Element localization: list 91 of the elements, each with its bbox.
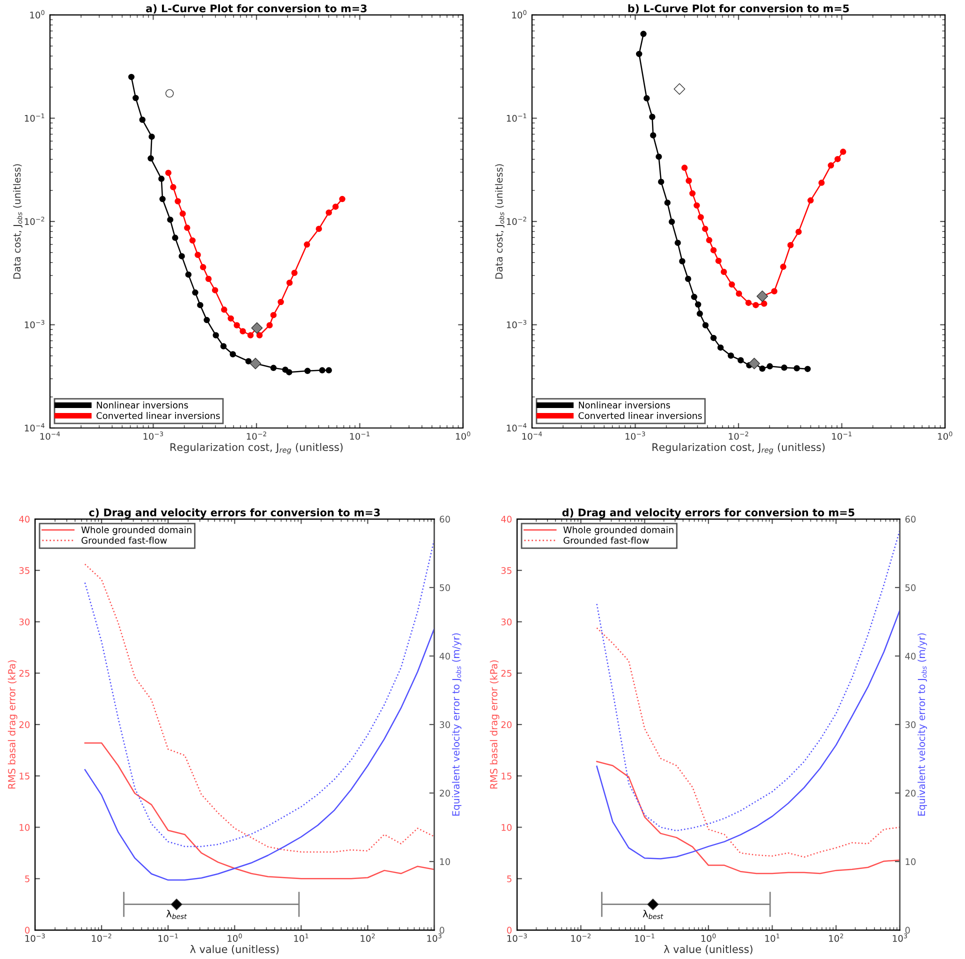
y-tick-label: 30 <box>501 618 512 626</box>
y-tick-label: 10$^{0}$ <box>512 10 526 18</box>
annotation: λ$_{best}$ <box>642 910 664 919</box>
chart-title: c) Drag and velocity errors for conversion to m=3 <box>89 508 380 518</box>
x-tick-label: 10$^{2}$ <box>829 934 844 942</box>
y-tick-label: 0 <box>25 926 30 934</box>
y2-tick-label: 50 <box>440 584 450 592</box>
y-tick-label: 20 <box>501 721 512 728</box>
y2-tick-label: 10 <box>906 858 916 866</box>
legend-label: Grounded fast-flow <box>564 536 649 544</box>
y2-tick-label: 60 <box>905 516 916 523</box>
y-tick-label: 10 <box>20 824 30 831</box>
y2-tick-label: 0 <box>905 926 910 934</box>
y-axis-title: RMS basal drag error (kPa) <box>490 660 500 789</box>
legend-label: Whole grounded domain <box>563 526 674 535</box>
y2-tick-label: 20 <box>440 790 450 797</box>
y-tick-label: 10$^{−3}$ <box>506 320 526 328</box>
y-tick-label: 10 <box>502 824 512 831</box>
legend-label: Grounded fast-flow <box>82 536 167 544</box>
x-tick-label: 10$^{0}$ <box>456 432 470 440</box>
y-axis-title: RMS basal drag error (kPa) <box>8 660 18 789</box>
y-tick-label: 10$^{−1}$ <box>24 114 44 122</box>
y-tick-label: 0 <box>507 926 512 934</box>
x-tick-label: 10$^{−4}$ <box>522 432 542 440</box>
legend-label: Converted linear inversions <box>578 412 702 420</box>
y-tick-label: 10$^{−1}$ <box>506 114 526 122</box>
x-tick-label: 10$^{0}$ <box>228 934 242 942</box>
y-tick-label: 40 <box>19 516 30 523</box>
y-tick-label: 10$^{−4}$ <box>506 423 526 432</box>
y2-tick-label: 10 <box>440 858 450 866</box>
legend-label: Nonlinear inversions <box>578 402 670 408</box>
y-axis-title: Data cost, J$_{obs}$ (unitless) <box>13 164 22 279</box>
y-tick-label: 10$^{−3}$ <box>24 320 44 328</box>
x-tick-label: 10$^{3}$ <box>427 934 442 942</box>
x-tick-label: 10$^{−2}$ <box>728 432 748 440</box>
y-tick-label: 15 <box>20 772 30 780</box>
x-axis-title: λ value (unitless) <box>190 945 279 954</box>
legend-label: Converted linear inversions <box>96 412 220 420</box>
y-tick-label: 5 <box>25 876 30 882</box>
x-tick-label: 10$^{−2}$ <box>92 934 112 942</box>
x-tick-label: 10$^{−1}$ <box>635 934 654 942</box>
chart-title: b) L-Curve Plot for conversion to m=5 <box>628 4 849 14</box>
y-tick-label: 40 <box>501 516 512 523</box>
y-tick-label: 10$^{0}$ <box>30 10 44 18</box>
y-tick-label: 30 <box>19 618 30 626</box>
x-tick-label: 10$^{1}$ <box>294 934 308 942</box>
y2-tick-label: 60 <box>440 516 450 523</box>
line-series <box>596 760 900 874</box>
y-tick-label: 20 <box>19 721 30 728</box>
x-axis-title: Regularization cost, J$_{reg}$ (unitless) <box>652 442 825 454</box>
chart-title: d) Drag and velocity errors for conversion to m=5 <box>562 508 854 518</box>
y-tick-label: 10$^{−4}$ <box>24 423 44 432</box>
legend-label: Whole grounded domain <box>81 526 192 535</box>
x-tick-label: 10$^{−2}$ <box>246 432 266 440</box>
y-tick-label: 35 <box>501 567 512 574</box>
x-tick-label: 10$^{0}$ <box>702 934 716 942</box>
x-tick-label: 10$^{3}$ <box>892 934 908 942</box>
y2-axis-title: Equivalent velocity error to J$_{obs}$ (m/yr) <box>918 633 928 816</box>
x-tick-label: 10$^{−3}$ <box>144 432 164 440</box>
chart-title: a) L-Curve Plot for conversion to m=3 <box>146 4 367 14</box>
y2-tick-label: 30 <box>440 721 450 728</box>
x-tick-label: 10$^{2}$ <box>360 934 375 942</box>
y-tick-label: 5 <box>507 876 512 882</box>
y-tick-label: 10$^{−2}$ <box>506 216 526 225</box>
x-tick-label: 10$^{0}$ <box>938 432 952 440</box>
y2-tick-label: 30 <box>905 721 916 728</box>
y-tick-label: 25 <box>19 670 30 677</box>
y2-tick-label: 40 <box>905 652 916 660</box>
y-tick-label: 10$^{−2}$ <box>24 216 44 225</box>
x-tick-label: 10$^{−2}$ <box>571 934 590 942</box>
y-tick-label: 25 <box>501 670 512 677</box>
x-tick-label: 10$^{−1}$ <box>350 432 370 440</box>
annotation: λ$_{best}$ <box>166 910 187 919</box>
line-series <box>84 742 434 880</box>
x-axis-title: λ value (unitless) <box>664 945 752 954</box>
y-axis-title: Data cost, J$_{obs}$ (unitless) <box>495 164 504 279</box>
line-series <box>84 628 434 881</box>
x-tick-label: 10$^{1}$ <box>765 934 780 942</box>
x-axis-title: Regularization cost, J$_{reg}$ (unitless) <box>170 442 343 454</box>
x-tick-label: 10$^{−1}$ <box>158 934 178 942</box>
legend-label: Nonlinear inversions <box>96 402 188 408</box>
x-tick-label: 10$^{−3}$ <box>626 432 646 440</box>
y-tick-label: 15 <box>502 772 512 780</box>
y2-tick-label: 0 <box>440 926 444 934</box>
y2-tick-label: 20 <box>905 790 916 797</box>
y2-axis-title: Equivalent velocity error to J$_{obs}$ (m/yr) <box>452 633 462 816</box>
x-tick-label: 10$^{−4}$ <box>40 432 60 440</box>
y2-tick-label: 50 <box>905 584 916 592</box>
y2-tick-label: 40 <box>440 652 450 660</box>
y-tick-label: 35 <box>19 567 30 574</box>
x-tick-label: 10$^{−1}$ <box>832 432 852 440</box>
